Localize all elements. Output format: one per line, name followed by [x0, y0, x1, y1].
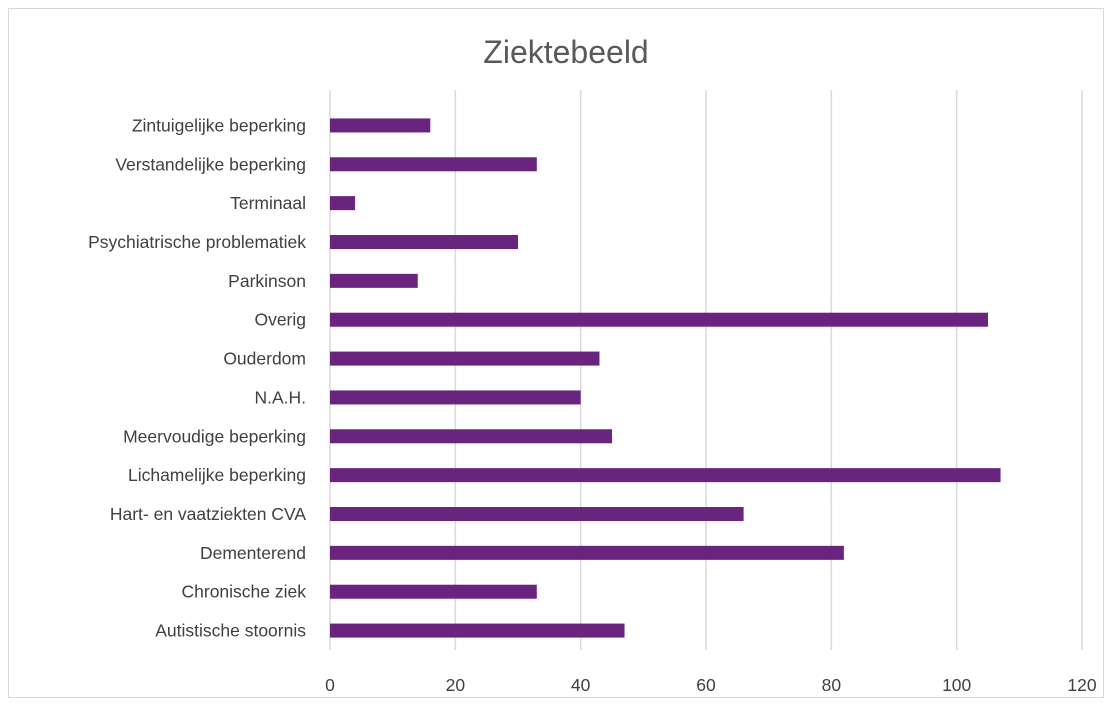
x-tick-label: 120 — [1067, 675, 1096, 695]
gridlines — [329, 90, 1083, 650]
category-label: Parkinson — [228, 271, 306, 291]
category-label: Psychiatrische problematiek — [88, 232, 306, 252]
bar — [330, 235, 518, 249]
category-label: Ouderdom — [223, 349, 306, 369]
bar — [330, 623, 625, 638]
x-tick-label: 60 — [696, 675, 716, 695]
category-label: Chronische ziek — [182, 582, 307, 602]
bar — [330, 429, 612, 444]
category-label: Dementerend — [200, 543, 306, 563]
category-label: Terminaal — [230, 193, 306, 213]
bar — [330, 468, 1001, 483]
x-tick-label: 20 — [446, 675, 466, 695]
x-tick-label: 80 — [822, 675, 842, 695]
category-label: Lichamelijke beperking — [128, 465, 306, 485]
bar — [330, 507, 744, 521]
bar — [330, 584, 537, 599]
category-label: Verstandelijke beperking — [115, 154, 306, 174]
category-label: N.A.H. — [254, 387, 306, 407]
bar — [330, 545, 844, 560]
x-tick-label: 0 — [325, 675, 335, 695]
bars — [330, 118, 1001, 638]
category-label: Autistische stoornis — [155, 621, 306, 641]
bar — [330, 157, 537, 172]
category-label: Meervoudige beperking — [123, 426, 306, 446]
chart-title: Ziektebeeld — [483, 34, 648, 70]
x-tick-label: 100 — [942, 675, 971, 695]
category-label: Zintuigelijke beperking — [132, 115, 306, 135]
bar — [330, 273, 418, 288]
bar — [330, 312, 988, 327]
bar — [330, 351, 600, 366]
x-tick-label: 40 — [571, 675, 591, 695]
x-axis-tick-labels: 0 20 40 60 80 100 120 — [325, 675, 1097, 695]
category-label: Overig — [254, 310, 306, 330]
bar — [330, 196, 356, 211]
category-labels: Zintuigelijke beperking Verstandelijke be… — [88, 115, 306, 640]
bar — [330, 118, 431, 133]
bar — [330, 390, 581, 405]
category-label: Hart- en vaatziekten CVA — [110, 504, 306, 524]
